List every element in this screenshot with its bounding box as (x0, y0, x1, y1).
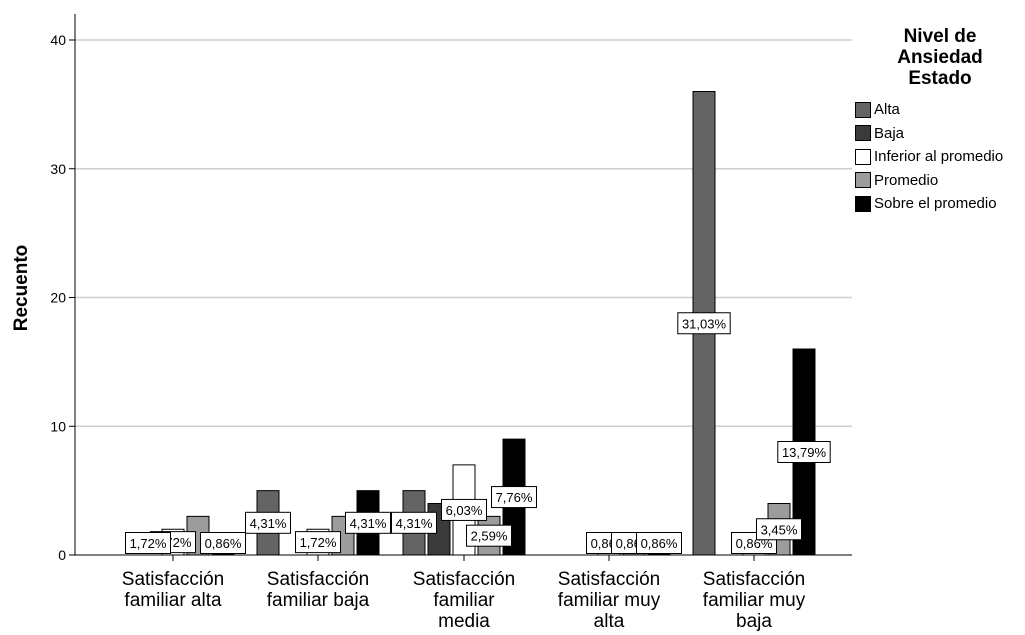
data-label: 7,76% (491, 486, 537, 509)
data-label: 1,72% (125, 532, 171, 554)
y-tick-label: 30 (50, 161, 66, 177)
legend-title-line: Estado (908, 68, 972, 89)
data-label: 2,59% (466, 524, 512, 547)
legend-swatch (855, 148, 871, 165)
legend-title-line: Ansiedad (897, 47, 983, 68)
data-label-text: 1,72% (300, 535, 337, 550)
y-tick-label: 0 (58, 547, 66, 563)
legend-swatch (855, 125, 871, 142)
data-label-text: 1,72% (130, 536, 167, 551)
gridlines (75, 39, 852, 427)
x-category-label: Satisfacción familiar baja (267, 569, 370, 611)
data-label-text: 4,31% (396, 516, 433, 531)
data-label-box (345, 511, 391, 534)
data-label-box (466, 524, 512, 547)
legend-label: Baja (874, 124, 905, 142)
legend-item: Promedio (855, 169, 1025, 193)
x-category-label: Satisfacción familiar muy alta (558, 569, 661, 632)
legend-swatch (855, 195, 871, 212)
data-label-box (777, 441, 831, 463)
data-label-box (756, 518, 802, 541)
data-label-text: 31,03% (682, 316, 727, 331)
data-label-box (245, 511, 291, 534)
legend-item: Inferior al promedio (855, 145, 1025, 169)
legend-item: Alta (855, 98, 1025, 122)
y-tick-label: 20 (50, 290, 66, 306)
data-label-box (295, 531, 341, 554)
legend-swatch (855, 101, 871, 118)
legend-label: Promedio (874, 171, 939, 189)
data-label-text: 2,59% (471, 529, 508, 544)
legend-item: Baja (855, 122, 1025, 146)
data-label-box (491, 486, 537, 509)
axes: 0 10 20 30 40 Satisfacción familiar alta Satisf… (50, 14, 852, 632)
data-label: 4,31% (345, 511, 391, 534)
data-label-text: 0,86% (205, 536, 242, 551)
data-label-text: 3,45% (761, 522, 798, 537)
data-label: 0,86% (200, 532, 246, 554)
y-tick-label: 40 (50, 32, 66, 48)
data-label: 1,72% (295, 531, 341, 554)
data-label-box (677, 312, 731, 335)
x-category-label: Satisfacción familiar media (413, 569, 515, 632)
data-label: 6,03% (441, 498, 487, 521)
data-label: 13,79% (777, 441, 831, 463)
data-label: 31,03% (677, 312, 731, 335)
legend-items: Alta Baja Inferior al promedio Promedio Sobr… (855, 98, 1025, 216)
data-label-text: 13,79% (782, 445, 827, 460)
data-label-box (125, 532, 171, 554)
y-axis-title: Recuento (11, 245, 32, 332)
y-tick-label: 10 (50, 418, 66, 434)
data-label-box (441, 498, 487, 521)
legend: Nivel de Ansiedad Estado Alta Baja Inferio… (855, 26, 1025, 216)
legend-item: Sobre el promedio (855, 192, 1025, 216)
legend-label: Alta (874, 101, 900, 119)
data-labels: 4,31% 4,31% 31,03% 1,72% 1,72% 6,03% 0,86% 0,86… (125, 312, 831, 554)
data-label-box (391, 511, 437, 534)
data-label: 0,86% (636, 532, 682, 554)
data-label-text: 7,76% (496, 490, 533, 505)
data-label-text: 4,31% (350, 516, 387, 531)
x-category-label: Satisfacción familiar muy baja (703, 569, 806, 632)
data-label-text: 4,31% (250, 516, 287, 531)
data-label-box (200, 532, 246, 554)
legend-title: Nivel de Ansiedad Estado (865, 26, 1015, 89)
data-label: 4,31% (391, 511, 437, 534)
legend-title-line: Nivel de (903, 26, 977, 47)
legend-label: Sobre el promedio (874, 195, 997, 213)
data-label-text: 0,86% (641, 536, 678, 551)
data-label-text: 6,03% (446, 503, 483, 518)
data-label-box (636, 532, 682, 554)
legend-label: Inferior al promedio (874, 148, 1004, 166)
data-label: 4,31% (245, 511, 291, 534)
data-label: 3,45% (756, 518, 802, 541)
legend-swatch (855, 172, 871, 189)
x-category-label: Satisfacción familiar alta (122, 569, 224, 611)
